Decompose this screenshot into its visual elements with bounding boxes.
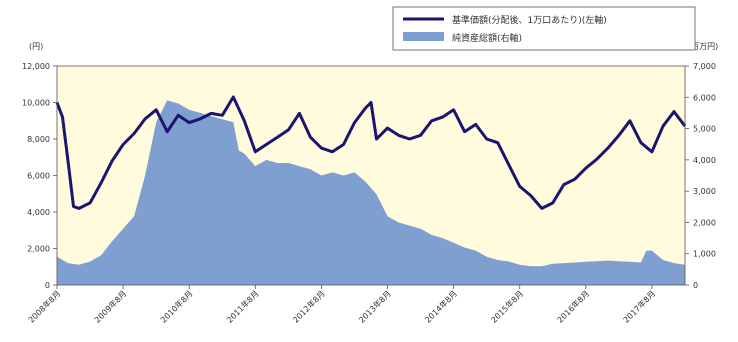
right-tick-label: 0 (693, 281, 698, 290)
right-tick-label: 6,000 (693, 93, 716, 102)
left-tick-label: 6,000 (27, 172, 50, 181)
x-tick-label: 2010年8月 (158, 288, 194, 324)
x-tick-label: 2014年8月 (423, 288, 459, 324)
right-tick-label: 7,000 (693, 62, 716, 71)
right-tick-label: 4,000 (693, 156, 716, 165)
x-tick-label: 2009年8月 (92, 288, 128, 324)
x-tick-label: 2012年8月 (290, 288, 326, 324)
legend-swatch-aum (403, 32, 444, 41)
left-tick-label: 8,000 (27, 135, 50, 144)
left-tick-label: 0 (45, 281, 50, 290)
x-tick-label: 2015年8月 (489, 288, 525, 324)
x-tick-label: 2008年8月 (26, 288, 62, 324)
x-tick-label: 2013年8月 (357, 288, 393, 324)
left-axis-ticks: 0 2,000 4,000 6,000 8,000 10,000 12,000 (22, 62, 57, 290)
legend: 基準価額(分配後、1万口あたり)(左軸) 純資産総額(右軸) (392, 6, 696, 51)
right-axis-unit: (百万円) (688, 42, 718, 51)
right-axis-ticks: 0 1,000 2,000 3,000 4,000 5,000 6,000 7,000 (685, 62, 716, 290)
left-tick-label: 10,000 (22, 99, 50, 108)
legend-label-aum: 純資産総額(右軸) (452, 32, 522, 44)
x-tick-label: 2011年8月 (224, 288, 260, 324)
nav-line-series (55, 95, 687, 210)
x-tick-label: 2016年8月 (555, 288, 591, 324)
legend-box (392, 6, 696, 51)
right-tick-label: 1,000 (693, 250, 716, 259)
left-tick-label: 4,000 (27, 208, 50, 217)
x-axis-ticks: 2008年8月 2009年8月 2010年8月 2011年8月 2012年8月 2013年… (26, 285, 657, 325)
right-tick-label: 5,000 (693, 125, 716, 134)
left-tick-label: 12,000 (22, 62, 50, 71)
left-tick-label: 2,000 (27, 245, 50, 254)
right-tick-label: 2,000 (693, 218, 716, 227)
aum-area-series (57, 100, 685, 286)
left-axis-unit: (円) (29, 42, 43, 51)
legend-label-nav: 基準価額(分配後、1万口あたり)(左軸) (452, 14, 607, 26)
x-tick-label: 2017年8月 (621, 288, 657, 324)
right-tick-label: 3,000 (693, 187, 716, 196)
